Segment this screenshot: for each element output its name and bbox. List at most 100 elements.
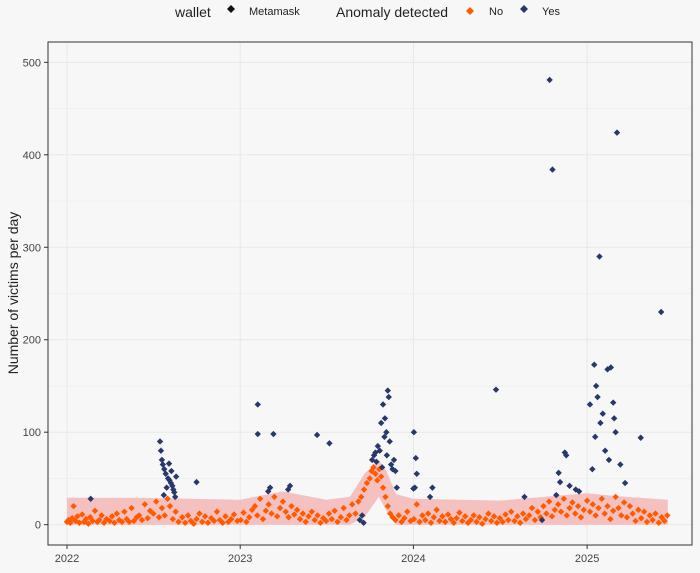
- normal-point: [453, 514, 460, 522]
- normal-point: [615, 504, 622, 512]
- anomaly-point: [410, 428, 418, 436]
- normal-point: [459, 517, 466, 525]
- normal-point: [153, 498, 160, 505]
- normal-point: [158, 504, 166, 512]
- anomaly-point: [384, 387, 391, 394]
- normal-point: [507, 508, 515, 515]
- normal-point: [640, 508, 648, 515]
- normal-point: [493, 519, 501, 527]
- anomaly-point: [383, 452, 391, 459]
- normal-point: [282, 508, 289, 515]
- anomaly-point: [612, 428, 619, 436]
- normal-point: [427, 519, 435, 527]
- normal-point: [635, 506, 642, 514]
- normal-point: [392, 516, 399, 524]
- anomaly-point: [555, 469, 562, 477]
- normal-point: [551, 506, 559, 514]
- normal-point: [322, 517, 330, 525]
- anomaly-point: [617, 461, 624, 468]
- anomaly-point: [386, 438, 393, 445]
- anomaly-point: [326, 440, 333, 447]
- normal-point: [632, 517, 639, 525]
- y-tick-label: 500: [23, 57, 41, 69]
- normal-point: [299, 510, 307, 517]
- normal-point: [502, 511, 509, 518]
- normal-point: [526, 512, 533, 519]
- normal-point: [285, 514, 292, 521]
- normal-point: [259, 515, 267, 523]
- normal-point: [545, 498, 553, 505]
- legend-anomaly-title: Anomaly detected: [336, 4, 448, 20]
- anomaly-point: [592, 382, 600, 390]
- expected-range-band: [67, 459, 668, 525]
- normal-point: [601, 510, 608, 517]
- normal-point: [125, 518, 133, 526]
- normal-point: [346, 512, 353, 519]
- plot-frame: [47, 41, 693, 546]
- normal-point: [227, 515, 235, 523]
- anomaly-point: [412, 454, 419, 462]
- normal-point: [331, 507, 338, 514]
- normal-point: [293, 506, 301, 514]
- anomaly-point: [381, 415, 389, 422]
- legend-yes-label: Yes: [542, 6, 560, 18]
- anomaly-point: [413, 470, 420, 478]
- y-tick-label: 200: [23, 335, 41, 347]
- anomaly-point: [549, 166, 556, 173]
- normal-point: [467, 516, 475, 524]
- normal-point: [355, 498, 362, 505]
- normal-point: [133, 514, 140, 521]
- normal-point: [334, 518, 341, 526]
- normal-point: [404, 508, 411, 515]
- anomaly-point: [594, 393, 601, 401]
- normal-point: [91, 507, 99, 514]
- normal-point: [395, 512, 402, 519]
- normal-point: [560, 495, 568, 502]
- normal-point: [325, 510, 333, 517]
- normal-point: [366, 475, 373, 482]
- normal-point: [210, 517, 218, 525]
- normal-point: [522, 515, 530, 523]
- normal-point: [482, 515, 489, 523]
- normal-point: [199, 518, 206, 526]
- normal-point: [328, 515, 335, 523]
- normal-point: [225, 518, 232, 526]
- normal-point: [557, 508, 565, 515]
- normal-point: [80, 518, 88, 526]
- anomaly-point: [163, 484, 170, 491]
- normal-point: [574, 502, 582, 510]
- legend: wallet Metamask Anomaly detected No Yes: [174, 4, 560, 20]
- normal-point: [583, 497, 591, 504]
- normal-point: [187, 517, 195, 525]
- anomaly-point: [390, 456, 398, 464]
- anomaly-point: [596, 253, 603, 260]
- normal-point: [490, 513, 498, 520]
- legend-no-label: No: [489, 6, 503, 18]
- anomaly-point: [426, 493, 434, 501]
- legend-wallet-key: [227, 5, 235, 13]
- anomaly-point: [561, 449, 569, 456]
- normal-point: [479, 520, 486, 527]
- normal-point: [528, 504, 536, 512]
- normal-point: [389, 514, 396, 521]
- x-tick-label: 2024: [401, 553, 425, 565]
- normal-point: [476, 514, 483, 521]
- normal-point: [337, 514, 345, 521]
- normal-point: [343, 516, 350, 524]
- normal-point: [569, 499, 576, 506]
- normal-point: [652, 510, 659, 517]
- normal-point: [85, 520, 92, 527]
- normal-point: [514, 513, 521, 520]
- normal-point: [89, 517, 96, 525]
- normal-point: [146, 507, 154, 514]
- normal-point: [181, 519, 189, 527]
- anomaly-point: [358, 512, 366, 519]
- normal-point: [424, 510, 432, 517]
- legend-no-key: [466, 7, 474, 15]
- anomaly-point: [546, 76, 553, 84]
- anomaly-point: [610, 415, 618, 422]
- x-tick-label: 2022: [55, 553, 79, 565]
- anomaly-point: [556, 478, 564, 486]
- normal-point: [439, 513, 446, 520]
